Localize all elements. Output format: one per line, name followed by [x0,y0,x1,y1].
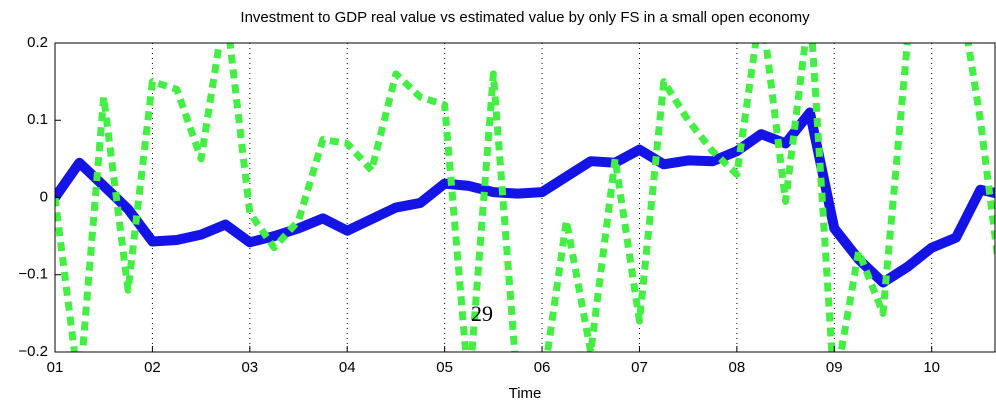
y-tick-label: 0 [40,188,48,205]
x-tick-label: 05 [436,359,453,376]
page-number: 29 [471,301,493,326]
chart-title: Investment to GDP real value vs estimate… [240,9,810,26]
x-tick-label: 06 [534,359,551,376]
series-line [55,43,995,352]
x-tick-label: 04 [339,359,356,376]
x-tick-label: 09 [826,359,843,376]
y-tick-label: 0.1 [27,111,48,128]
x-tick-label: 03 [241,359,258,376]
x-tick-label: 01 [47,359,64,376]
y-tick-label: −0.1 [18,266,48,283]
x-tick-label: 08 [729,359,746,376]
y-tick-label: −0.2 [18,343,48,360]
x-axis-label: Time [509,385,542,402]
x-tick-label: 10 [923,359,940,376]
y-tick-label: 0.2 [27,34,48,51]
series-line [55,107,995,288]
x-tick-label: 02 [144,359,161,376]
x-tick-label: 07 [631,359,648,376]
lines [55,43,995,352]
